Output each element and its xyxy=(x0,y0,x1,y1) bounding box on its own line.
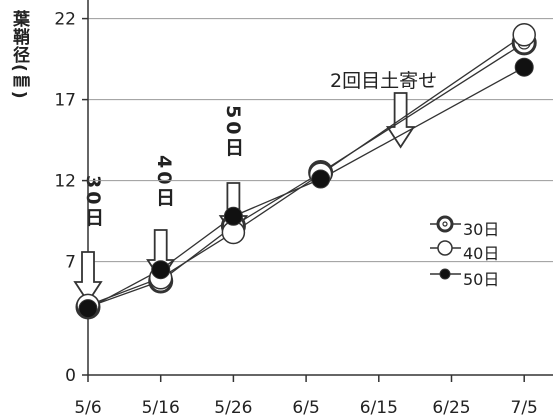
annotation-arrow xyxy=(73,251,103,304)
data-point xyxy=(439,268,451,280)
legend-label-50: 50日 xyxy=(463,270,500,289)
x-tick-label: 6/5 xyxy=(292,398,319,418)
x-tick-label: 5/16 xyxy=(142,398,180,418)
y-tick-label: 22 xyxy=(54,10,76,30)
data-point-inner xyxy=(442,221,448,227)
data-point xyxy=(514,57,534,77)
y-tick-label: 17 xyxy=(54,91,76,111)
y-tick-label: 7 xyxy=(65,253,76,273)
legend-label-30: 30日 xyxy=(463,220,500,239)
x-tick-label: 5/26 xyxy=(214,398,252,418)
legend-label-40: 40日 xyxy=(463,244,500,263)
data-point xyxy=(512,23,536,47)
annotation-second-hilling: 2回目土寄せ xyxy=(330,70,438,92)
x-tick-label: 6/15 xyxy=(360,398,398,418)
y-tick-label: 0 xyxy=(65,366,76,386)
data-point xyxy=(223,206,243,226)
y-axis-label: 葉鞘径(㎜) xyxy=(9,10,29,100)
data-point xyxy=(436,215,454,233)
data-point xyxy=(78,299,98,319)
data-point xyxy=(437,240,453,256)
data-point xyxy=(311,169,331,189)
data-point xyxy=(151,260,171,280)
annotation-50-days: 50日 xyxy=(222,105,244,160)
annotation-40-days: 40日 xyxy=(153,155,175,210)
x-tick-label: 6/25 xyxy=(432,398,470,418)
y-tick-label: 12 xyxy=(54,172,76,192)
x-tick-label: 7/5 xyxy=(511,398,538,418)
x-tick-label: 5/6 xyxy=(74,398,101,418)
